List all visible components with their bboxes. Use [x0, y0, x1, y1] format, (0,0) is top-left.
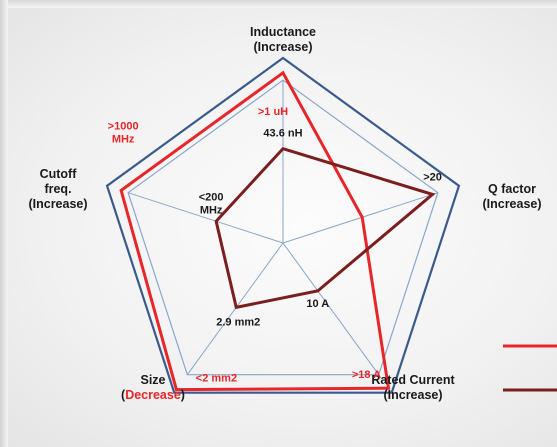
data-label-s0-4: >1000 MHz [108, 120, 139, 145]
axis-label-1: Q factor (Increase) [482, 182, 541, 211]
data-label-s0-0: >1 uH [258, 106, 288, 118]
data-label-s1-1: >20 [423, 171, 442, 183]
data-label-s1-4: <200 MHz [199, 191, 224, 216]
data-label-s1-2: 10 A [306, 298, 329, 310]
series-line-0 [119, 70, 391, 392]
data-label-s1-0: 43.6 nH [263, 128, 302, 140]
radar-spoke [128, 192, 284, 244]
series-line-1 [214, 146, 436, 310]
radar-spoke [282, 242, 380, 376]
axis-label-0: Inductance (Increase) [250, 25, 316, 54]
data-label-s1-3: 2.9 mm2 [216, 316, 260, 328]
radar-spoke [282, 192, 438, 244]
axis-label-4: Cutoff freq. (Increase) [28, 167, 87, 211]
data-label-s0-3: <2 mm2 [196, 373, 237, 385]
axis-label-2: Rated Current (Increase) [371, 373, 455, 402]
radar-inner-ring [127, 79, 439, 376]
data-label-s0-2: >18 A [352, 369, 381, 381]
frame-shadow-top [0, 0, 557, 8]
axis-label-3: Size (Decrease) [121, 373, 185, 402]
frame-shadow-left [0, 0, 8, 447]
radar-outer-frame [105, 56, 461, 394]
